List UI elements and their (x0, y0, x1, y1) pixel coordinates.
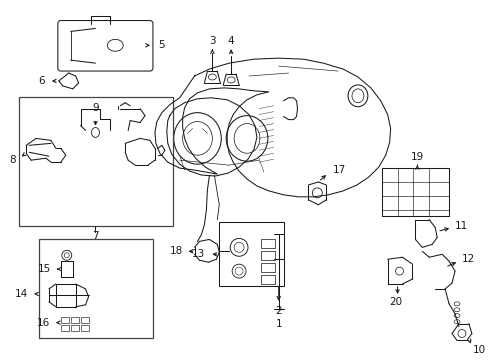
FancyBboxPatch shape (219, 222, 283, 286)
Text: 18: 18 (169, 246, 182, 256)
FancyBboxPatch shape (261, 239, 274, 248)
FancyBboxPatch shape (39, 239, 153, 338)
Text: 15: 15 (38, 264, 51, 274)
FancyBboxPatch shape (58, 21, 153, 71)
Text: 13: 13 (192, 249, 205, 259)
Text: 12: 12 (461, 254, 474, 264)
Text: 3: 3 (208, 36, 215, 46)
FancyBboxPatch shape (61, 325, 69, 330)
Text: 9: 9 (92, 103, 99, 113)
Text: 2: 2 (275, 306, 282, 316)
FancyBboxPatch shape (81, 317, 88, 323)
FancyBboxPatch shape (71, 317, 79, 323)
Text: 11: 11 (454, 221, 468, 230)
Text: 17: 17 (332, 165, 346, 175)
Text: 19: 19 (410, 152, 423, 162)
Text: 7: 7 (92, 231, 99, 242)
Text: 1: 1 (275, 319, 282, 329)
Text: 5: 5 (158, 40, 164, 50)
Text: 20: 20 (388, 297, 401, 307)
Text: 6: 6 (38, 76, 45, 86)
FancyBboxPatch shape (261, 263, 274, 272)
Text: 14: 14 (15, 289, 28, 299)
Text: 4: 4 (227, 36, 234, 46)
FancyBboxPatch shape (381, 168, 448, 216)
Text: 10: 10 (472, 345, 485, 355)
Text: 8: 8 (10, 155, 16, 165)
Text: 16: 16 (37, 318, 50, 328)
FancyBboxPatch shape (261, 275, 274, 284)
FancyBboxPatch shape (71, 325, 79, 330)
FancyBboxPatch shape (261, 251, 274, 260)
FancyBboxPatch shape (61, 317, 69, 323)
FancyBboxPatch shape (19, 97, 172, 226)
FancyBboxPatch shape (81, 325, 88, 330)
